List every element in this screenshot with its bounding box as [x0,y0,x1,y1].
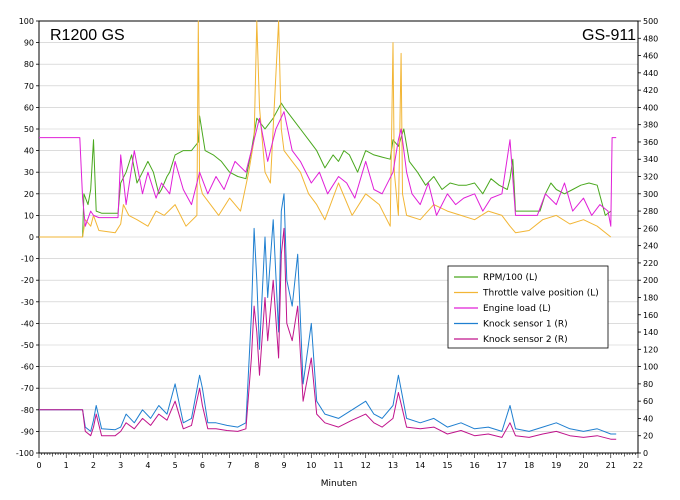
legend-label: Engine load (L) [483,304,551,314]
y-right-tick-label: 60 [643,397,653,406]
y-left-tick-label: -30 [21,298,34,307]
y-left-tick-label: -20 [21,276,34,285]
x-tick-label: 10 [306,461,316,470]
y-right-tick-label: 400 [643,103,658,112]
legend-label: Knock sensor 2 (R) [483,335,568,345]
x-tick-label: 5 [173,461,178,470]
x-tick-label: 8 [254,461,259,470]
y-left-tick-label: 30 [24,168,34,177]
y-right-tick-label: 500 [643,17,658,26]
x-tick-label: 12 [361,461,371,470]
throttle-series-line [39,20,612,238]
y-right-tick-label: 420 [643,86,658,95]
x-tick-label: 4 [145,461,150,470]
y-right-tick-label: 340 [643,155,658,164]
y-left-tick-label: -90 [21,427,34,436]
y-left-tick-label: -80 [21,406,34,415]
chart-title-right: GS-911 [582,27,636,44]
axes: 1009080706050403020100-10-20-30-40-50-60… [16,17,658,470]
y-right-tick-label: 300 [643,190,658,199]
y-left-tick-label: 80 [24,60,34,69]
grid [39,20,638,454]
x-axis-label: Minuten [321,479,357,489]
y-right-tick-label: 320 [643,173,658,182]
chart-title-left: R1200 GS [50,27,125,44]
y-right-tick-label: 280 [643,207,658,216]
y-left-tick-label: -60 [21,363,34,372]
y-right-tick-label: 80 [643,380,653,389]
y-right-tick-label: 180 [643,293,658,302]
x-tick-label: 3 [118,461,123,470]
engine-load-series-line [39,111,617,227]
y-right-tick-label: 120 [643,345,658,354]
y-left-tick-label: 100 [19,17,34,26]
y-left-tick-label: -100 [16,449,34,458]
x-tick-label: 0 [36,461,41,470]
legend-label: Throttle valve position (L) [482,289,599,299]
y-right-tick-label: 220 [643,259,658,268]
rpm-series-line [39,102,612,238]
y-left-tick-label: 70 [24,82,34,91]
y-right-tick-label: 480 [643,34,658,43]
x-tick-label: 1 [64,461,69,470]
y-right-tick-label: 200 [643,276,658,285]
y-left-tick-label: 0 [29,233,34,242]
y-left-tick-label: -10 [21,255,34,264]
y-left-tick-label: 60 [24,103,34,112]
y-right-tick-label: 160 [643,311,658,320]
y-left-tick-label: 50 [24,125,34,134]
x-tick-label: 13 [388,461,398,470]
y-left-tick-label: 40 [24,147,34,156]
x-tick-label: 6 [200,461,205,470]
x-tick-label: 14 [415,461,425,470]
legend-box [447,265,609,349]
knock-sensor-1-series-line [39,193,617,435]
y-left-tick-label: 10 [24,211,34,220]
legend-label: RPM/100 (L) [483,273,538,283]
x-tick-label: 20 [578,461,588,470]
x-tick-label: 19 [551,461,561,470]
x-tick-label: 21 [606,461,616,470]
y-right-tick-label: 440 [643,69,658,78]
x-tick-label: 9 [281,461,286,470]
x-tick-label: 16 [470,461,480,470]
y-right-tick-label: 240 [643,242,658,251]
x-tick-label: 17 [497,461,507,470]
y-right-tick-label: 100 [643,363,658,372]
y-left-tick-label: -40 [21,319,34,328]
series-group [39,20,617,440]
y-left-tick-label: -70 [21,384,34,393]
y-right-tick-label: 380 [643,121,658,130]
y-right-tick-label: 460 [643,52,658,61]
y-left-tick-label: 20 [24,190,34,199]
y-right-tick-label: 360 [643,138,658,147]
y-right-tick-label: 20 [643,432,653,441]
y-left-tick-label: -50 [21,341,34,350]
y-right-tick-label: 40 [643,414,653,423]
legend-label: Knock sensor 1 (R) [483,320,568,330]
y-right-tick-label: 140 [643,328,658,337]
y-right-tick-label: 260 [643,224,658,233]
x-tick-label: 11 [333,461,343,470]
x-tick-label: 15 [442,461,452,470]
x-tick-label: 2 [91,461,96,470]
x-tick-label: 18 [524,461,534,470]
y-right-tick-label: 0 [643,449,648,458]
y-left-tick-label: 90 [24,39,34,48]
knock-sensor-2-series-line [39,227,617,440]
x-tick-label: 7 [227,461,232,470]
legend: RPM/100 (L) Throttle valve position (L) En… [447,265,609,349]
x-tick-label: 22 [633,461,643,470]
